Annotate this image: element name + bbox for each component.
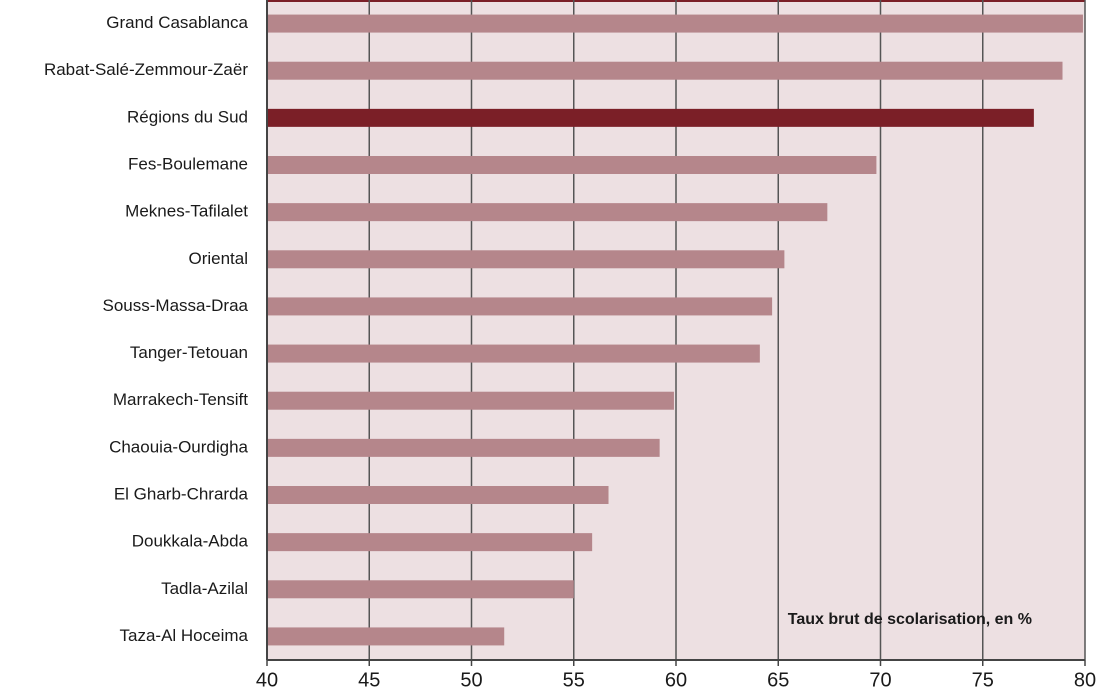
- bar: [267, 438, 660, 457]
- y-tick-label: Meknes-Tafilalet: [125, 202, 248, 221]
- y-tick-label: Régions du Sud: [127, 107, 248, 126]
- y-tick-label: Taza-Al Hoceima: [120, 626, 249, 645]
- bar: [267, 533, 593, 552]
- x-tick-label: 55: [563, 669, 585, 691]
- x-tick-label: 45: [358, 669, 380, 691]
- y-tick-label: Souss-Massa-Draa: [103, 296, 249, 315]
- x-tick-label: 40: [256, 669, 278, 691]
- bar: [267, 203, 828, 222]
- x-tick-label: 65: [767, 669, 789, 691]
- y-tick-label: Chaouia-Ourdigha: [109, 437, 248, 456]
- y-tick-label: Rabat-Salé-Zemmour-Zaër: [44, 60, 248, 79]
- y-tick-label: Marrakech-Tensift: [113, 390, 248, 409]
- x-tick-label: 60: [665, 669, 687, 691]
- bars: [267, 14, 1083, 646]
- x-tick-label: 50: [460, 669, 482, 691]
- bar: [267, 486, 609, 504]
- annotation: Taux brut de scolarisation, en %: [788, 611, 1032, 628]
- bar: [267, 108, 1034, 127]
- bar: [267, 14, 1083, 33]
- bar: [267, 580, 574, 599]
- y-tick-label: Grand Casablanca: [106, 13, 248, 32]
- bar: [267, 344, 760, 363]
- y-tick-label: Doukkala-Abda: [132, 532, 249, 551]
- y-tick-label: Tanger-Tetouan: [130, 343, 248, 362]
- bar: [267, 297, 773, 316]
- y-tick-label: Oriental: [188, 249, 248, 268]
- x-tick-label: 75: [972, 669, 994, 691]
- y-tick-label: Fes-Boulemane: [128, 154, 248, 173]
- bar: [267, 61, 1063, 80]
- y-tick-label: Tadla-Azilal: [161, 579, 248, 598]
- bar: [267, 627, 505, 646]
- bar: [267, 250, 785, 269]
- y-tick-label: El Gharb-Chrarda: [114, 484, 249, 503]
- x-tick-label: 70: [869, 669, 891, 691]
- x-tick-label: 80: [1074, 669, 1096, 691]
- bar: [267, 391, 674, 410]
- bar: [267, 156, 877, 174]
